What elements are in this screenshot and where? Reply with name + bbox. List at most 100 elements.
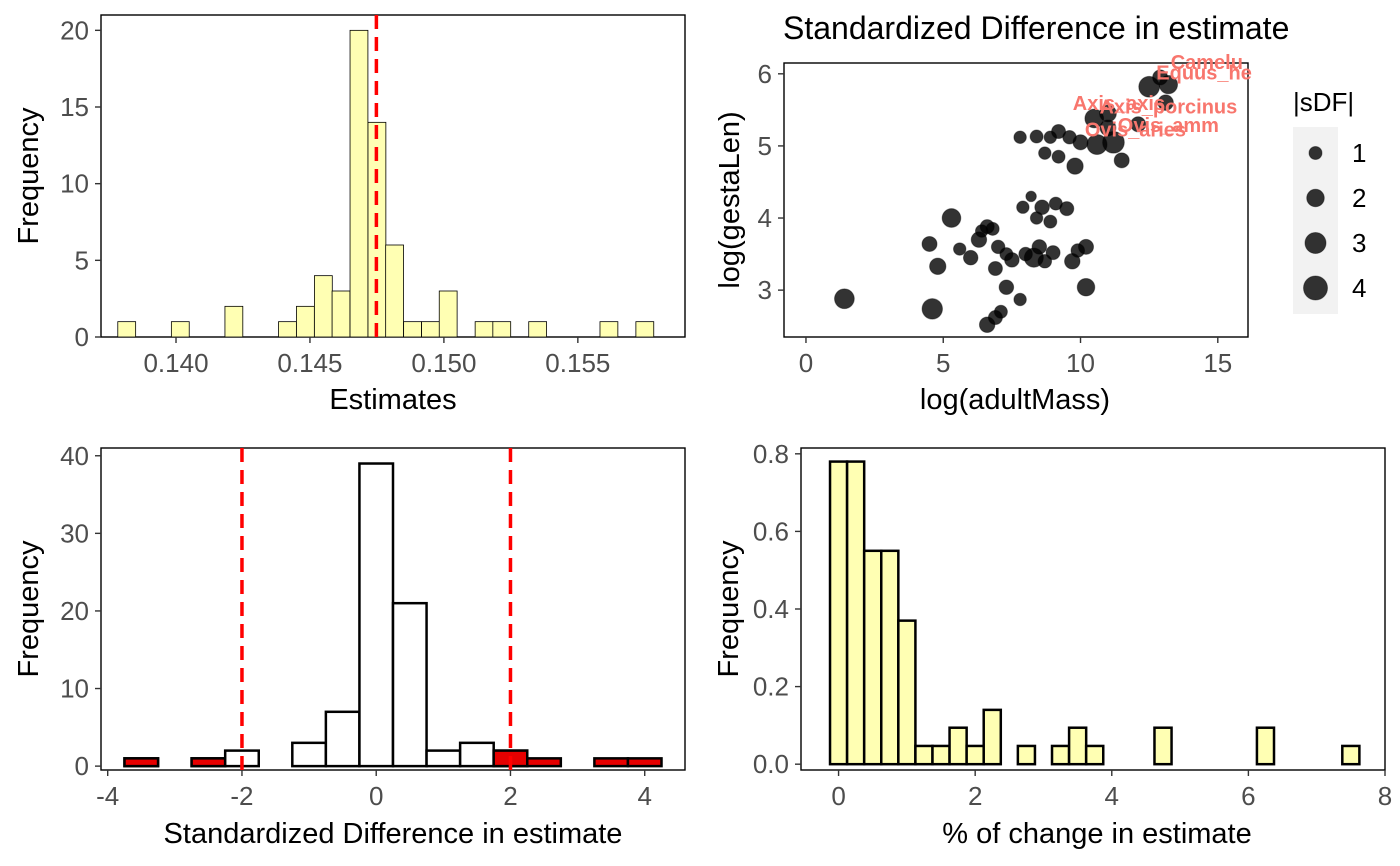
panel2-y-tick-label: 5 — [758, 131, 772, 161]
panel3-outlier-bar — [123, 757, 160, 768]
sdf-histogram: -4 -2 0 2 4 0 10 20 30 40 Standardized Differenc… — [13, 441, 686, 850]
panel1-bar — [170, 321, 190, 338]
scatter-point — [1066, 157, 1084, 175]
panel4-bar — [1050, 744, 1071, 766]
scatter-point — [985, 221, 1000, 236]
scatter-point — [1016, 200, 1030, 214]
scatter-point — [1051, 149, 1066, 164]
panel3-outlier-bar — [593, 757, 630, 768]
panel1-bar — [278, 321, 297, 338]
sdf-size-legend: |sDF| 1 2 3 4 — [1293, 87, 1366, 314]
panel2-x-tick-label: 5 — [936, 348, 950, 378]
scatter-point — [993, 304, 1008, 319]
panel1-bar — [528, 321, 547, 338]
panel1-bar — [349, 29, 369, 338]
scatter-point — [834, 288, 855, 310]
scatter-point — [1034, 199, 1050, 215]
point-label: Equus_he — [1156, 63, 1252, 85]
legend-key-label: 3 — [1352, 228, 1366, 258]
scatter-point — [987, 260, 1003, 277]
scatter-point — [1037, 254, 1053, 269]
scatter-point — [921, 298, 943, 320]
scatter-point — [1013, 292, 1027, 307]
panel1-bar — [438, 290, 458, 338]
panel1-y-tick-label: 10 — [60, 169, 89, 199]
percent-change-histogram: 0 2 4 6 8 0.0 0.2 0.4 0.6 0.8 % of change in est… — [713, 439, 1392, 850]
panel4-bar — [965, 744, 985, 766]
scatter-point — [998, 279, 1015, 296]
scatter-point — [1070, 243, 1086, 258]
panel3-y-tick-label: 20 — [60, 596, 89, 626]
legend-key-label: 4 — [1352, 273, 1366, 303]
scatter-point — [1004, 252, 1020, 268]
panel4-bar — [914, 744, 934, 766]
panel4-bar — [1153, 726, 1173, 766]
legend-key-circle — [1308, 146, 1323, 160]
scatter-point — [1157, 94, 1174, 111]
panel4-bar — [828, 460, 849, 766]
panel3-x-tick-label: 0 — [369, 781, 383, 811]
panel4-y-tick-label: 0.6 — [753, 516, 789, 546]
panel3-y-axis-title: Frequency — [13, 540, 45, 678]
scatter-point — [1013, 130, 1027, 144]
scatter-point — [962, 249, 979, 266]
panel4-y-tick-label: 0.0 — [753, 749, 789, 779]
legend-title: |sDF| — [1293, 87, 1354, 117]
scatter-point — [1029, 129, 1044, 144]
panel4-bar — [1084, 744, 1105, 766]
panel4-x-tick-label: 2 — [968, 781, 982, 811]
panel4-x-tick-label: 8 — [1378, 781, 1392, 811]
panel2-x-tick-label: 15 — [1203, 348, 1232, 378]
legend-key-circle — [1303, 275, 1328, 301]
panel1-bar — [474, 321, 494, 338]
scatter-point — [941, 208, 962, 228]
panel2-x-axis-title: log(adultMass) — [920, 384, 1110, 416]
panel3-x-tick-label: 2 — [503, 781, 517, 811]
panel2-y-axis-title: log(gestaLen) — [714, 111, 746, 288]
panel2-border — [783, 62, 1249, 338]
panel3-x-axis-title: Standardized Difference in estimate — [164, 818, 623, 850]
legend-key-circle — [1306, 188, 1325, 208]
panel3-y-tick-label: 40 — [60, 441, 89, 471]
panel4-bar — [880, 549, 900, 766]
panel3-x-tick-label: 4 — [637, 781, 651, 811]
panel3-border — [100, 447, 686, 771]
scatter-point — [1038, 146, 1052, 160]
panel4-x-tick-label: 4 — [1105, 781, 1119, 811]
panel1-y-tick-label: 20 — [60, 15, 89, 45]
panel1-bar — [224, 305, 244, 338]
panel3-bar — [425, 749, 462, 768]
panel3-x-tick-label: -4 — [96, 781, 119, 811]
panel4-y-tick-label: 0.8 — [753, 439, 789, 469]
panel3-bar — [358, 462, 395, 768]
panel1-bar — [635, 321, 655, 338]
panel1-y-axis-title: Frequency — [13, 107, 45, 245]
panel1-x-tick-label: 0.155 — [545, 348, 610, 378]
sdf-scatter-plot: Standardized Difference in estimate Came… — [714, 10, 1366, 416]
panel1-y-tick-label: 0 — [75, 322, 89, 352]
panel2-x-tick-label: 0 — [799, 348, 813, 378]
panel4-x-tick-label: 0 — [831, 781, 845, 811]
panel1-x-tick-label: 0.140 — [143, 348, 208, 378]
panel2-y-tick-label: 6 — [758, 59, 772, 89]
panel1-bar — [492, 321, 512, 338]
panel4-bar — [948, 726, 968, 766]
panel4-bar — [982, 708, 1003, 766]
panel1-x-axis-title: Estimates — [329, 384, 456, 416]
panel4-bar — [931, 744, 951, 766]
panel4-bar — [1341, 744, 1361, 766]
panel4-y-tick-label: 0.4 — [753, 594, 789, 624]
legend-key-label: 2 — [1352, 183, 1366, 213]
scatter-point — [1045, 245, 1061, 261]
point-label: Ovis_aries — [1085, 120, 1186, 142]
scatter-point — [1152, 69, 1169, 86]
point-label: Axis_axis — [1073, 93, 1165, 115]
scatter-point — [1076, 277, 1096, 297]
panel1-x-tick-label: 0.150 — [411, 348, 476, 378]
panel4-bar — [1067, 726, 1088, 766]
scatter-point — [1048, 196, 1063, 211]
panel1-bar — [599, 321, 619, 338]
scatter-point — [1031, 239, 1048, 255]
scatter-point — [1113, 152, 1130, 169]
panel4-x-axis-title: % of change in estimate — [942, 818, 1252, 850]
